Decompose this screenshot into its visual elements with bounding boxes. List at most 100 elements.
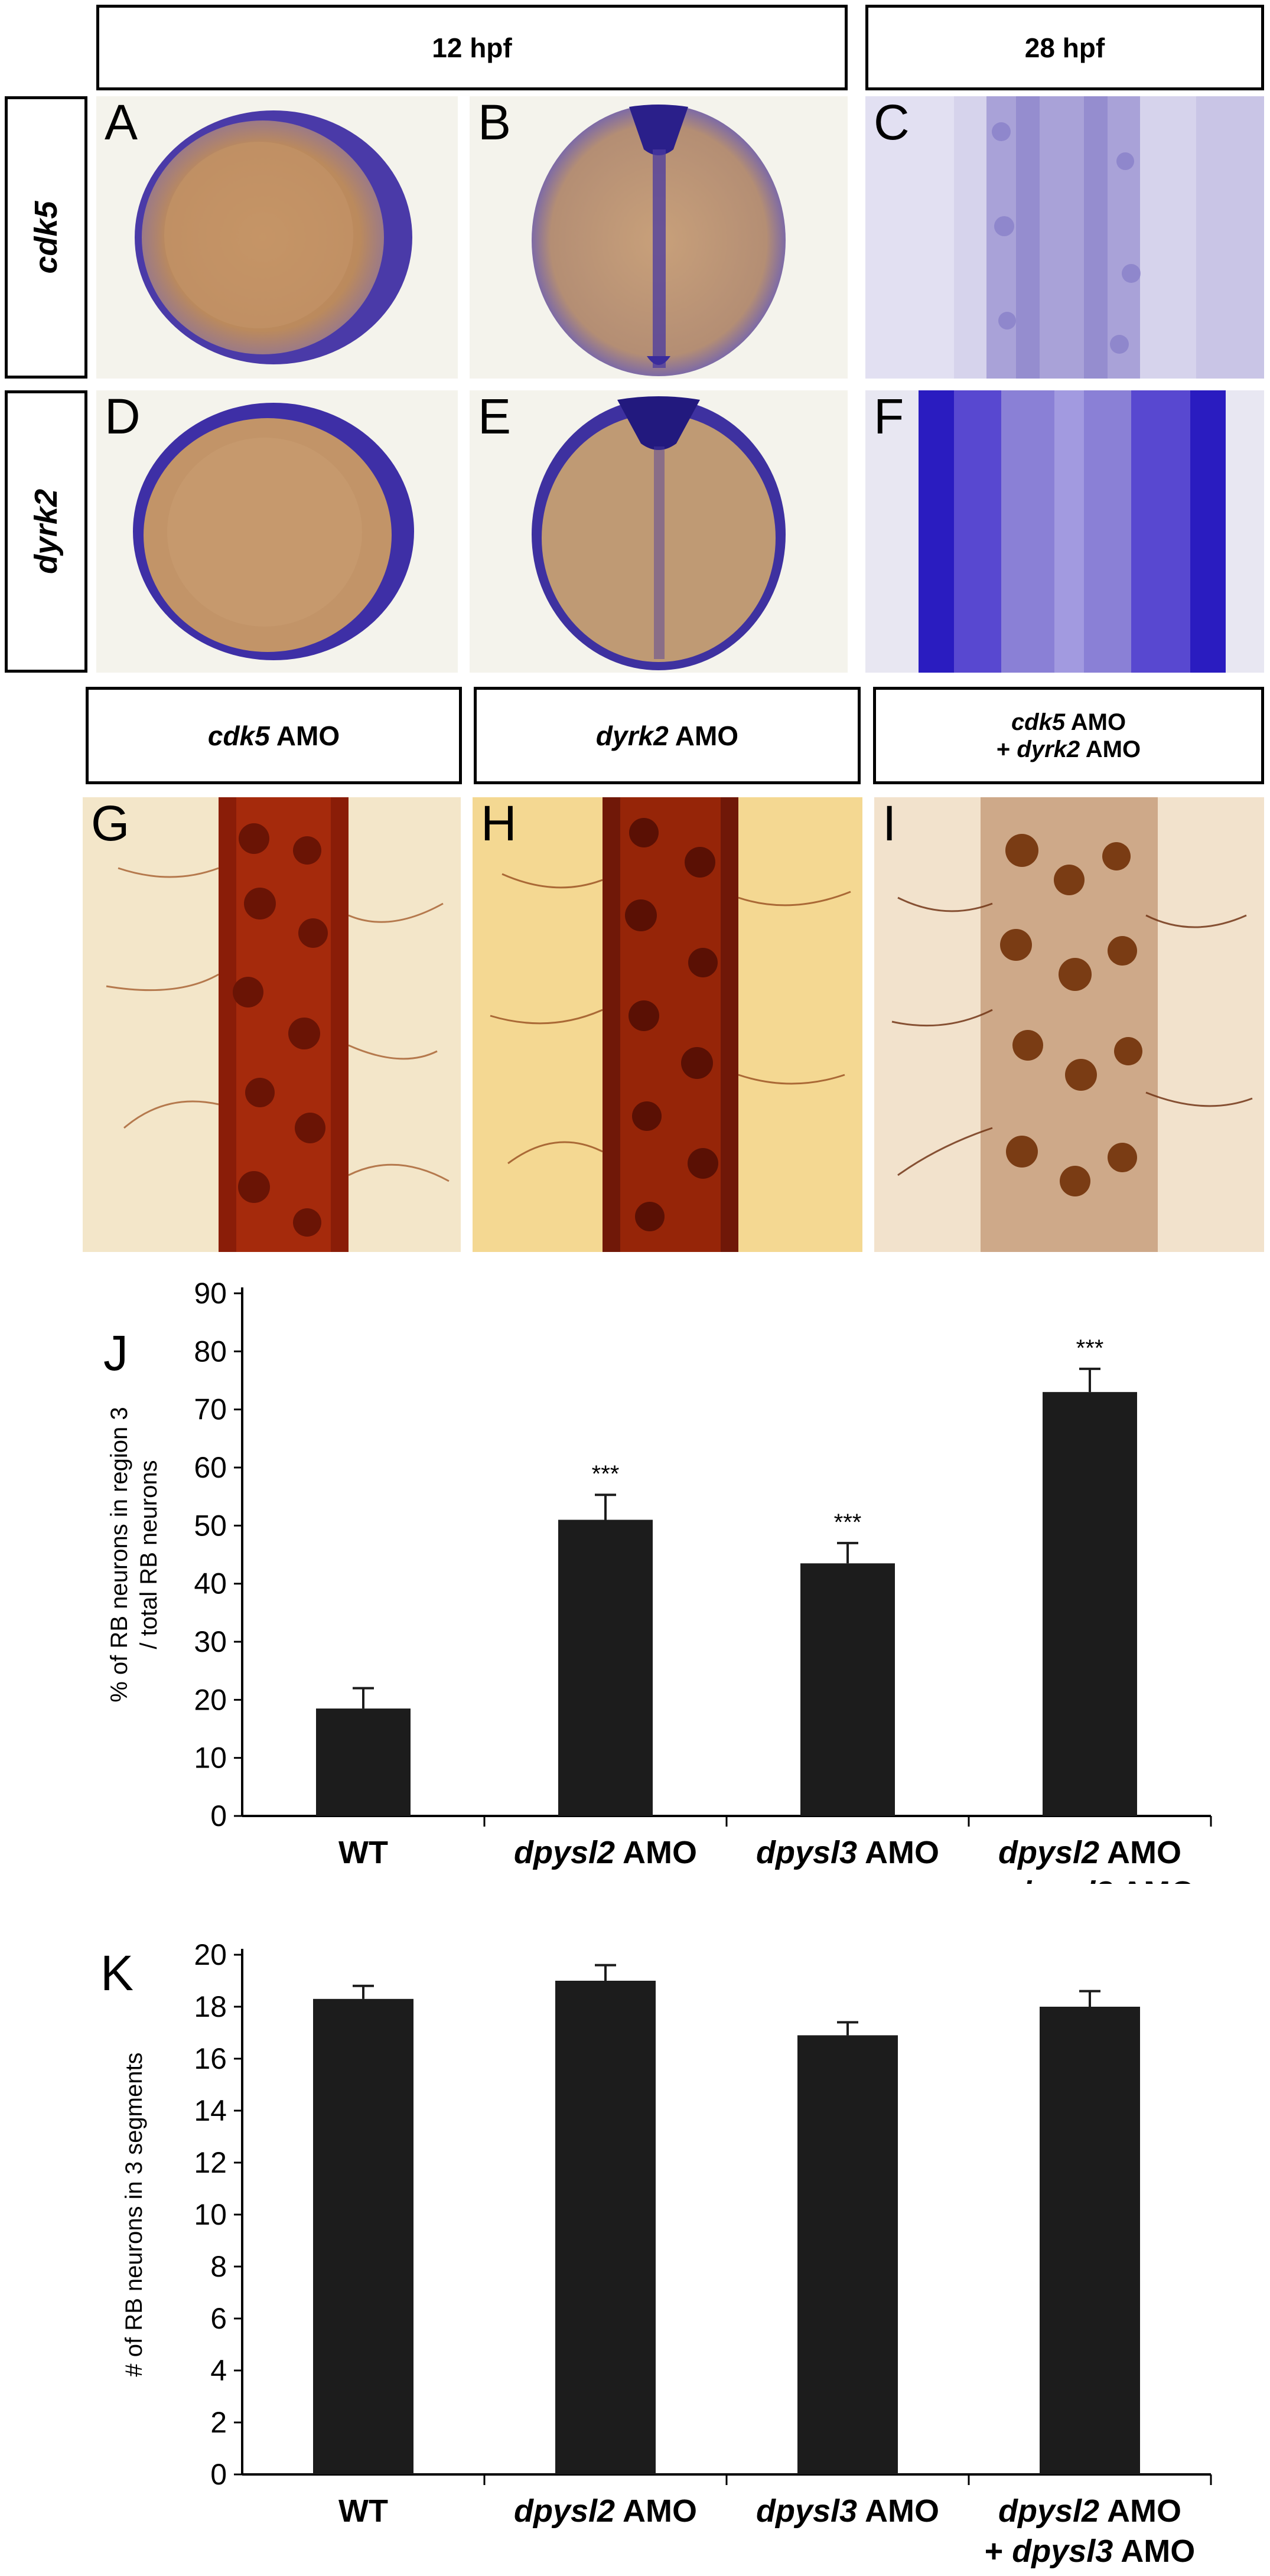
category-suffix: WT — [338, 1835, 388, 1870]
y-tick-label: 20 — [194, 1683, 227, 1716]
embryo-dorsal-cdk5 — [470, 96, 848, 379]
significance-marker: *** — [592, 1461, 620, 1487]
panel-label-h: H — [481, 797, 517, 851]
panel-label-g: G — [91, 797, 130, 851]
trunk-cdk5 — [865, 96, 1264, 379]
y-tick-label: 80 — [194, 1335, 227, 1368]
rb-neurons-cdk5-amo — [83, 797, 461, 1252]
category-gene: dpysl2 — [998, 2493, 1099, 2529]
category-prefix: + — [985, 2533, 1012, 2569]
gene-dyrk2: dyrk2 — [1017, 736, 1080, 762]
category-label-line2: + dpysl3 AMO — [985, 2533, 1196, 2569]
bar — [555, 1981, 656, 2474]
header-combo-line2: + dyrk2 AMO — [997, 736, 1141, 763]
category-gene: dpysl3 — [1012, 2533, 1113, 2569]
panel-label-i: I — [883, 797, 897, 851]
category-suffix: AMO — [857, 2493, 939, 2529]
category-label: WT — [338, 1835, 388, 1870]
gene-cdk5: cdk5 — [207, 720, 270, 751]
y-tick-label: 10 — [194, 2198, 227, 2231]
header-cdk5-amo: cdk5 AMO — [86, 687, 462, 784]
category-suffix: AMO — [1113, 1875, 1195, 1884]
embryo-lateral-dyrk2 — [96, 390, 458, 673]
header-dyrk2-amo: dyrk2 AMO — [474, 687, 861, 784]
header-combo-amo: cdk5 AMO + dyrk2 AMO — [873, 687, 1264, 784]
category-gene: dpysl3 — [756, 1835, 857, 1870]
panel-label-a: A — [105, 96, 138, 150]
header-28hpf-text: 28 hpf — [1024, 32, 1105, 63]
bar — [1040, 2007, 1140, 2474]
chart-k: K 0 2 4 6 8 10 12 14 16 18 20 # of RB neurons in 3 s… — [100, 1938, 1212, 2569]
category-gene: dpysl3 — [1012, 1875, 1113, 1884]
significance-marker: *** — [1076, 1335, 1104, 1361]
y-tick-label: 10 — [194, 1742, 227, 1775]
y-tick-label: 0 — [210, 2458, 227, 2491]
y-tick-label: 4 — [210, 2354, 227, 2387]
panel-g-image: G — [83, 797, 461, 1252]
panel-h-image: H — [473, 797, 862, 1252]
rb-neurons-combo-amo — [874, 797, 1264, 1252]
gene-dyrk2: dyrk2 — [595, 720, 669, 751]
category-label-line2: + dpysl3 AMO — [985, 1875, 1196, 1884]
category-gene: dpysl2 — [514, 1835, 615, 1870]
category-suffix: AMO — [1099, 2493, 1181, 2529]
rb-neurons-dyrk2-amo — [473, 797, 862, 1252]
embryo-lateral-cdk5 — [96, 96, 458, 379]
y-tick-label: 18 — [194, 1990, 227, 2023]
amo-suffix: AMO — [269, 720, 340, 751]
header-dyrk2-amo-text: dyrk2 AMO — [596, 720, 738, 752]
bar — [797, 2035, 898, 2474]
y-tick-label: 90 — [194, 1277, 227, 1310]
row-label-dyrk2: dyrk2 — [5, 390, 87, 673]
header-28hpf: 28 hpf — [865, 5, 1264, 90]
header-cdk5-amo-text: cdk5 AMO — [208, 720, 340, 752]
bar — [1043, 1392, 1137, 1816]
y-tick-label: 60 — [194, 1451, 227, 1484]
y-tick-label: 40 — [194, 1567, 227, 1600]
y-tick-label: 6 — [210, 2302, 227, 2335]
category-label: dpysl2 AMO — [514, 1835, 697, 1870]
embryo-dorsal-dyrk2 — [470, 390, 848, 673]
panel-d-image: D — [96, 390, 458, 673]
y-tick-label: 8 — [210, 2250, 227, 2283]
y-tick-label: 20 — [194, 1938, 227, 1971]
category-label: dpysl3 AMO — [756, 1835, 939, 1870]
y-tick-label: 2 — [210, 2406, 227, 2439]
header-12hpf-text: 12 hpf — [432, 32, 512, 63]
y-tick-label: 16 — [194, 2042, 227, 2075]
y-tick-label: 12 — [194, 2146, 227, 2179]
panel-c-image: C — [865, 96, 1264, 379]
panel-label-b: B — [478, 96, 512, 150]
row-label-cdk5: cdk5 — [5, 96, 87, 379]
bar — [316, 1708, 411, 1816]
panel-label-k: K — [100, 1945, 133, 2001]
category-label: dpysl3 AMO — [756, 2493, 939, 2529]
plus-sign: + — [996, 736, 1017, 762]
category-suffix: AMO — [615, 2493, 697, 2529]
y-tick-label: 30 — [194, 1625, 227, 1658]
y-axis-label: % of RB neurons in region 3 — [106, 1407, 132, 1702]
y-axis-label: / total RB neurons — [136, 1460, 162, 1649]
gene-cdk5: cdk5 — [1011, 709, 1066, 735]
chart-j: J 0 10 20 30 40 50 60 70 80 90 % of RB neurons in r… — [103, 1277, 1212, 1884]
amo-suffix: AMO — [668, 720, 739, 751]
panel-b-image: B — [470, 96, 848, 379]
y-tick-label: 70 — [194, 1393, 227, 1426]
panel-a-image: A — [96, 96, 458, 379]
significance-marker: *** — [834, 1509, 862, 1535]
y-axis-label: # of RB neurons in 3 segments — [121, 2052, 147, 2376]
category-gene: dpysl2 — [998, 1835, 1099, 1870]
category-label: dpysl2 AMO — [514, 2493, 697, 2529]
category-suffix: AMO — [1099, 1835, 1181, 1870]
panel-e-image: E — [470, 390, 848, 673]
category-suffix: AMO — [857, 1835, 939, 1870]
category-gene: dpysl3 — [756, 2493, 857, 2529]
amo-suffix: AMO — [1065, 709, 1126, 735]
panel-f-image: F — [865, 390, 1264, 673]
y-tick-label: 50 — [194, 1509, 227, 1542]
panel-label-c: C — [874, 96, 910, 150]
amo-suffix: AMO — [1080, 736, 1141, 762]
header-combo-line1: cdk5 AMO — [1011, 709, 1126, 736]
bar — [800, 1563, 895, 1816]
category-gene: dpysl2 — [514, 2493, 615, 2529]
